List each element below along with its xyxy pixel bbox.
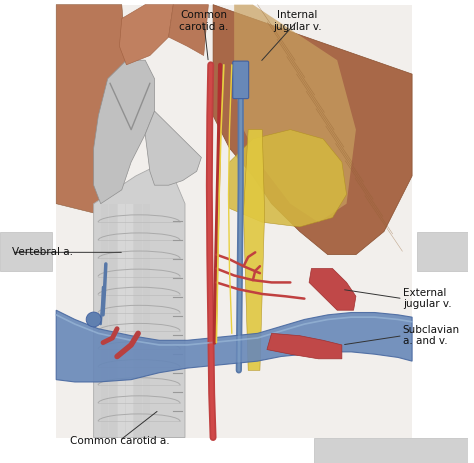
Text: External
jugular v.: External jugular v. bbox=[403, 288, 451, 309]
Text: Subclavian
a. and v.: Subclavian a. and v. bbox=[403, 325, 460, 346]
Text: Vertebral a.: Vertebral a. bbox=[12, 247, 73, 257]
Bar bbox=[0, 232, 52, 271]
Polygon shape bbox=[143, 204, 150, 438]
Polygon shape bbox=[56, 5, 131, 213]
Polygon shape bbox=[244, 130, 264, 370]
Polygon shape bbox=[94, 60, 155, 204]
Polygon shape bbox=[229, 130, 346, 227]
Polygon shape bbox=[126, 204, 134, 438]
Bar bbox=[417, 232, 468, 271]
Polygon shape bbox=[267, 333, 342, 359]
Polygon shape bbox=[94, 167, 185, 438]
Polygon shape bbox=[309, 269, 356, 310]
Polygon shape bbox=[213, 5, 412, 255]
Polygon shape bbox=[109, 204, 117, 438]
Circle shape bbox=[86, 312, 101, 327]
Polygon shape bbox=[234, 5, 356, 222]
Bar bbox=[56, 5, 412, 438]
Polygon shape bbox=[119, 5, 173, 65]
Polygon shape bbox=[56, 310, 412, 382]
Polygon shape bbox=[145, 111, 201, 185]
Text: Common carotid a.: Common carotid a. bbox=[70, 436, 169, 446]
FancyBboxPatch shape bbox=[233, 61, 249, 99]
Bar bbox=[314, 438, 468, 463]
Polygon shape bbox=[135, 204, 142, 438]
Polygon shape bbox=[118, 204, 125, 438]
Polygon shape bbox=[100, 204, 108, 438]
Text: Common
carotid a.: Common carotid a. bbox=[179, 10, 228, 31]
Polygon shape bbox=[169, 5, 209, 56]
Text: Internal
jugular v.: Internal jugular v. bbox=[273, 10, 322, 31]
